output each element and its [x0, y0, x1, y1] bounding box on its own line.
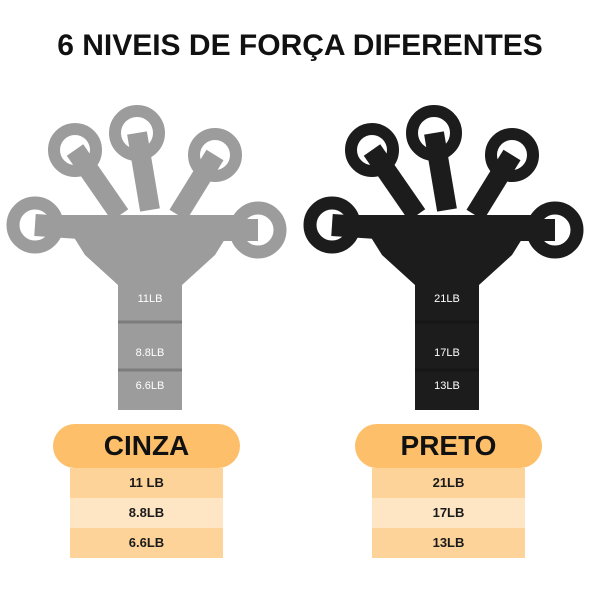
grip-label: 8.8LB [136, 347, 165, 359]
black-hand-grip [310, 111, 577, 410]
level-row: 17LB [372, 498, 525, 528]
black-levels-panel: PRETO 21LB 17LB 13LB [355, 424, 542, 558]
page-title: 6 NIVEIS DE FORÇA DIFERENTES [57, 29, 543, 62]
level-row: 13LB [372, 528, 525, 558]
level-row: 11 LB [70, 468, 223, 498]
level-row: 21LB [372, 468, 525, 498]
gray-levels-panel: CINZA 11 LB 8.8LB 6.6LB [53, 424, 240, 558]
grip-label: 6.6LB [136, 380, 165, 392]
gray-hand-grip [13, 111, 280, 410]
grip-label: 13LB [434, 380, 460, 392]
color-name-badge: CINZA [53, 424, 240, 468]
grip-label: 11LB [138, 293, 163, 305]
grip-label: 21LB [434, 293, 460, 305]
grip-label: 17LB [434, 347, 460, 359]
color-name-badge: PRETO [355, 424, 542, 468]
level-row: 6.6LB [70, 528, 223, 558]
level-row: 8.8LB [70, 498, 223, 528]
